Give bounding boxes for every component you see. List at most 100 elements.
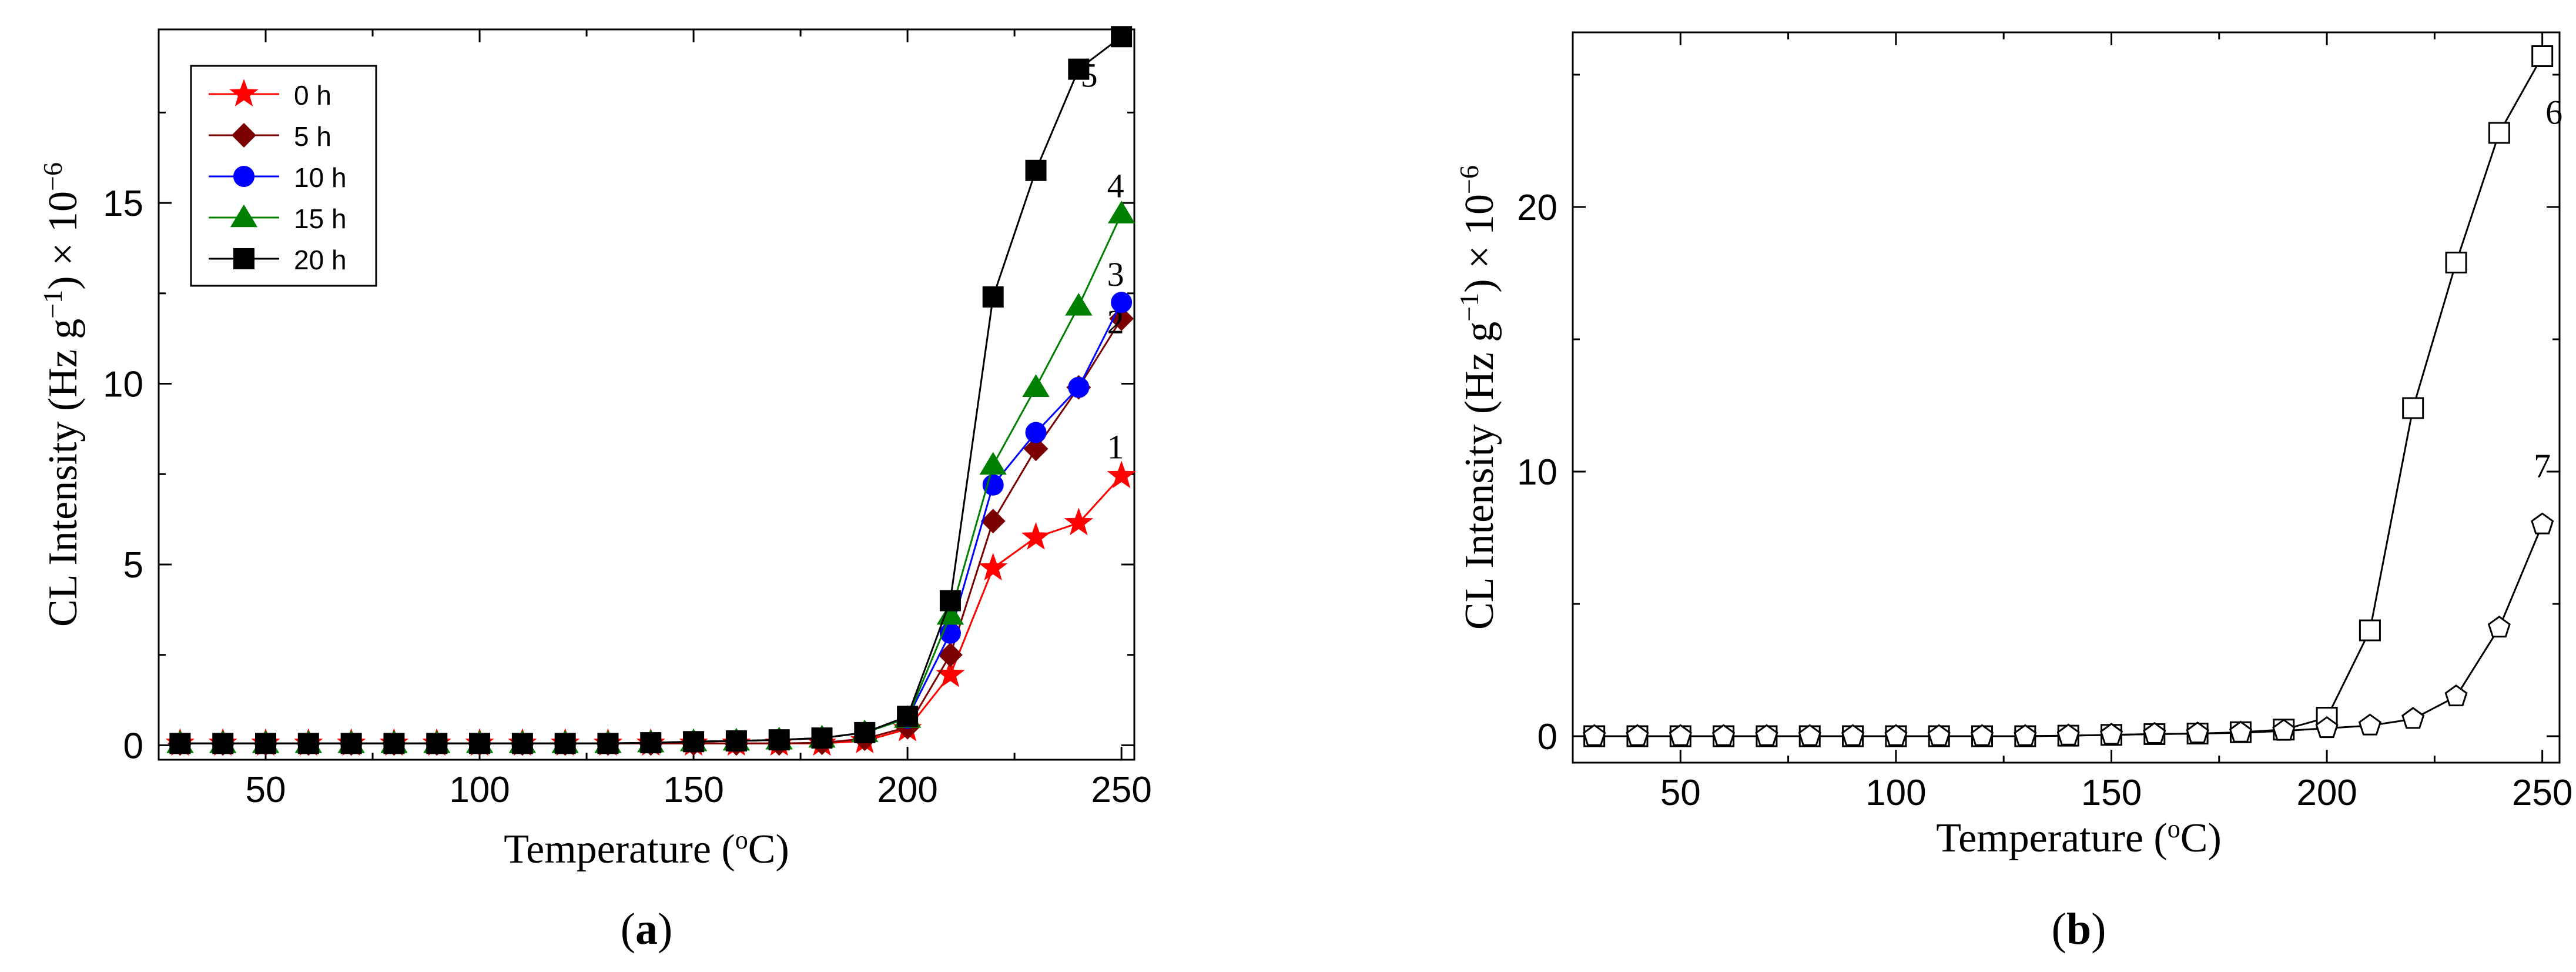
x-axis-label-unit: C (2180, 816, 2208, 861)
curve-label: 5 (1081, 56, 1098, 94)
data-point (1970, 724, 1994, 746)
legend-label: 0 h (294, 80, 331, 111)
data-point (1025, 422, 1047, 443)
data-point (1111, 26, 1133, 48)
data-point (2488, 122, 2510, 144)
plot-frame (1572, 31, 2561, 764)
y-tick-label: 10 (103, 365, 143, 405)
legend-label: 10 h (294, 162, 347, 193)
y-tick-label: 5 (123, 545, 143, 586)
data-point (1626, 724, 1649, 746)
legend-label: 5 h (294, 121, 331, 152)
x-tick-label: 150 (2081, 773, 2142, 813)
curve-label: 6 (2545, 93, 2562, 132)
data-point (1068, 376, 1090, 398)
data-point (383, 733, 405, 754)
data-point (640, 732, 662, 754)
data-point (725, 730, 747, 752)
y-axis-label: CL Intensity (Hz g−1) × 10−6 (38, 162, 86, 627)
y-axis-label-exp2: −6 (1454, 165, 1484, 194)
x-tick-label: 50 (1660, 773, 1701, 813)
x-tick-label: 200 (2296, 773, 2357, 813)
y-axis-label-main: CL Intensity (Hz g (1457, 322, 1502, 630)
data-point (2099, 723, 2123, 745)
data-point (297, 733, 319, 754)
panel-label-open: ( (2052, 904, 2066, 954)
data-point (511, 733, 533, 754)
x-axis-label-close: ) (775, 827, 789, 872)
series-1 (1583, 45, 2554, 747)
legend: 0 h 5 h 10 h 15 h 20 h (190, 65, 377, 287)
data-point (982, 286, 1004, 308)
y-tick-label: 15 (103, 183, 143, 224)
y-axis-label-mid: ) × 10 (1457, 194, 1502, 293)
data-point (554, 733, 576, 754)
data-point (1712, 724, 1736, 746)
series-2 (168, 306, 1134, 756)
x-tick-label: 150 (663, 770, 723, 810)
x-tick-label: 250 (1091, 770, 1151, 810)
series-line (180, 475, 1123, 744)
panel-label: (a) (621, 904, 673, 954)
data-point (897, 706, 919, 727)
data-point (1884, 724, 1908, 746)
y-axis-label: CL Intensity (Hz g−1) × 10−6 (1454, 165, 1503, 630)
series-line (1594, 55, 2544, 737)
x-tick-label: 100 (449, 770, 510, 810)
series-1 (165, 460, 1136, 756)
data-point (1107, 460, 1136, 489)
panel-label-letter: b (2066, 904, 2091, 954)
data-point (169, 733, 191, 754)
data-point (854, 722, 876, 743)
data-point (2531, 512, 2554, 535)
data-point (1107, 201, 1135, 223)
series-line (1594, 524, 2544, 737)
data-point (2315, 716, 2339, 739)
data-point (1927, 724, 1951, 746)
data-point (255, 733, 277, 754)
data-point (1022, 374, 1050, 398)
data-point (212, 733, 234, 754)
data-point (1023, 436, 1049, 462)
legend-marker (229, 79, 259, 107)
data-point (1798, 724, 1821, 746)
data-point (937, 642, 963, 667)
series-line (180, 302, 1123, 744)
plot-frame (158, 28, 1135, 761)
panel-label-open: ( (621, 904, 635, 954)
data-point (1583, 724, 1606, 746)
series-line (180, 213, 1123, 744)
data-point (1111, 292, 1133, 313)
legend-label: 15 h (294, 203, 347, 234)
legend-marker (230, 204, 258, 228)
curve-label: 1 (1107, 427, 1124, 466)
x-axis-label-text: Temperature (504, 827, 711, 872)
panel-label: (b) (2052, 904, 2106, 954)
data-point (683, 731, 705, 753)
data-point (597, 733, 619, 754)
x-tick-label: 50 (246, 770, 286, 810)
data-point (2143, 722, 2166, 744)
x-axis-label-paren: ( (2143, 816, 2168, 861)
y-axis-label-exp2: −6 (38, 162, 68, 191)
data-point (2445, 252, 2467, 273)
curve-label: 3 (1107, 255, 1124, 293)
legend-marker (233, 166, 254, 187)
x-axis-label-degree: o (735, 826, 748, 854)
series-5 (169, 26, 1133, 754)
data-point (979, 452, 1007, 475)
data-point (2402, 397, 2424, 419)
data-point (2014, 724, 2037, 746)
curve-label: 4 (1107, 167, 1124, 205)
data-point (939, 590, 961, 612)
y-tick-label: 0 (1537, 717, 1557, 757)
data-point (1068, 58, 1090, 80)
panel-label-close: ) (658, 904, 672, 954)
curve-label: 7 (2534, 447, 2551, 485)
data-point (469, 733, 491, 754)
data-point (811, 727, 833, 749)
data-point (1669, 724, 1692, 746)
